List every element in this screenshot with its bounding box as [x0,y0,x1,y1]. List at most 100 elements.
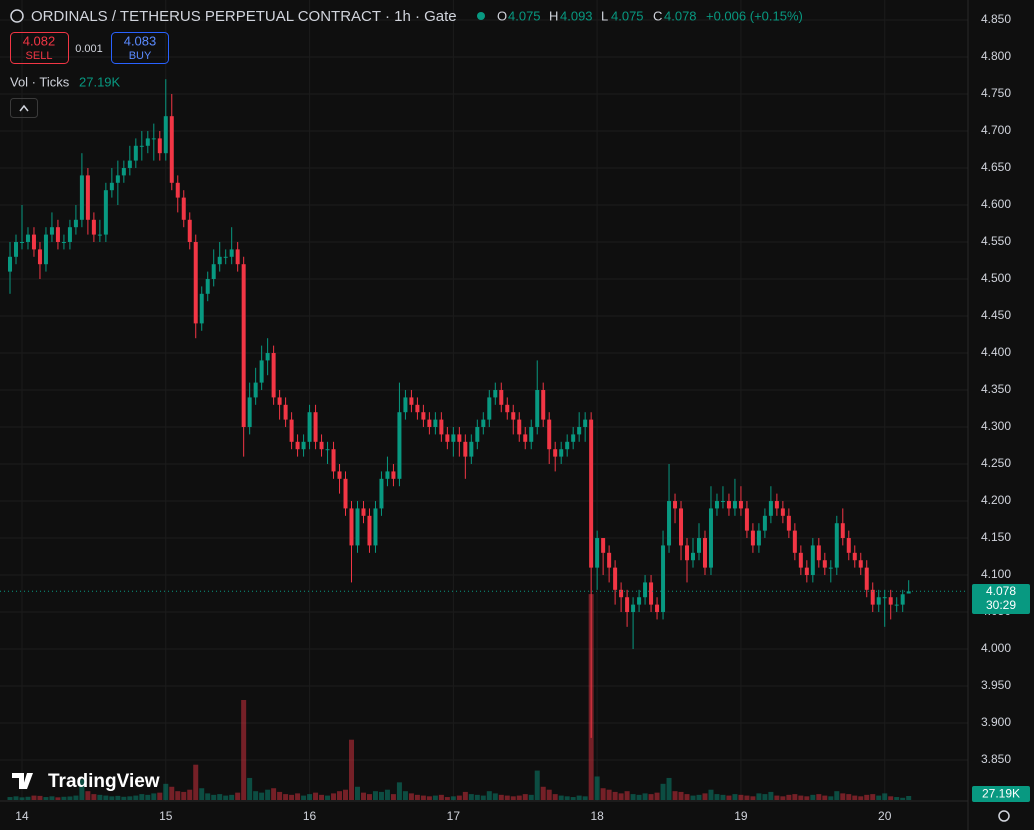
candle-body [85,175,90,220]
candle-body [439,419,444,435]
candle-body [643,582,648,598]
candle-body [882,597,887,599]
candle-body [181,197,186,220]
x-tick-label: 17 [447,809,461,823]
candle-body [115,175,120,183]
candle-body [906,591,911,594]
x-tick-label: 18 [590,809,604,823]
candle-body [577,427,582,435]
y-tick-label: 4.600 [981,197,1011,211]
volume-bar [31,795,37,800]
y-tick-label: 3.850 [981,752,1011,766]
volume-bar [241,700,247,800]
candle-body [894,604,899,606]
volume-bar [43,797,49,800]
symbol-icon [10,9,24,23]
collapse-button[interactable] [10,98,38,118]
candle-body [547,419,552,450]
candle-body [127,160,132,168]
volume-bar [546,789,552,800]
candle-body [469,441,474,457]
candle-body [415,404,420,413]
candle-body [199,293,204,324]
volume-bar [372,791,378,800]
volume-bar [378,791,384,800]
candle-body [565,441,570,450]
volume-bar [486,791,492,800]
volume-bar [360,792,366,800]
ohlc-o-value: 4.075 [508,8,541,23]
candle-body [541,390,546,420]
volume-bar [103,795,109,800]
candle-body [343,478,348,509]
volume-bar [558,795,564,800]
volume-bar [139,794,145,800]
volume-bar [354,786,360,800]
candle-body [876,597,881,605]
candle-body [367,515,372,546]
y-tick-label: 4.100 [981,567,1011,581]
candle-body [858,560,863,568]
volume-bar [624,791,630,800]
volume-bar [7,797,13,800]
volume-bar [762,794,768,800]
volume-bar [265,789,271,800]
volume-bar [121,796,127,800]
price-tag [972,584,1030,614]
candle-body [756,530,761,546]
volume-bar [19,797,25,800]
volume-bar [175,791,181,800]
candle-body [319,441,324,450]
x-tick-label: 14 [15,809,29,823]
y-tick-label: 4.000 [981,641,1011,655]
volume-bar [414,794,420,800]
candle-body [175,182,180,198]
candle-body [696,538,701,553]
price-tag-countdown: 30:29 [986,598,1016,612]
candle-body [421,412,426,420]
candle-body [517,419,522,435]
volume-bar [384,789,390,800]
volume-bar [337,791,343,800]
candle-body [487,397,492,420]
volume-bar [229,794,235,800]
volume-bar [654,792,660,800]
collapse-icon [19,104,29,112]
volume-bar [804,796,810,800]
candle-body [786,515,791,531]
settings-icon[interactable] [998,810,1010,822]
candle-body [888,597,893,605]
candle-body [655,604,660,613]
volume-bar [642,793,648,800]
buy-button[interactable] [111,32,169,64]
y-tick-label: 4.850 [981,12,1011,26]
candle-body [313,412,318,442]
candle-body [726,501,731,509]
candle-body [595,538,600,568]
volume-bar [145,794,151,800]
volume-bar [852,795,858,800]
candle-body [133,145,138,161]
volume-bar [540,786,546,800]
candle-body [19,241,24,243]
y-tick-label: 4.500 [981,271,1011,285]
volume-bar [55,797,61,800]
sell-button[interactable] [10,32,69,64]
y-tick-label: 3.950 [981,678,1011,692]
candle-body [828,567,833,569]
volume-bar [426,796,432,800]
volume-bar [247,777,253,800]
candle-body [774,501,779,509]
y-tick-label: 4.350 [981,382,1011,396]
volume-bar [840,793,846,800]
volume-bar [133,795,139,800]
candle-body [79,175,84,220]
volume-bar [816,794,822,800]
volume-bar [828,796,834,800]
volume-bar [205,793,211,800]
logo-icon [12,773,33,789]
candle-body [103,190,108,235]
volume-bar [37,795,43,800]
volume-bar [97,794,103,800]
